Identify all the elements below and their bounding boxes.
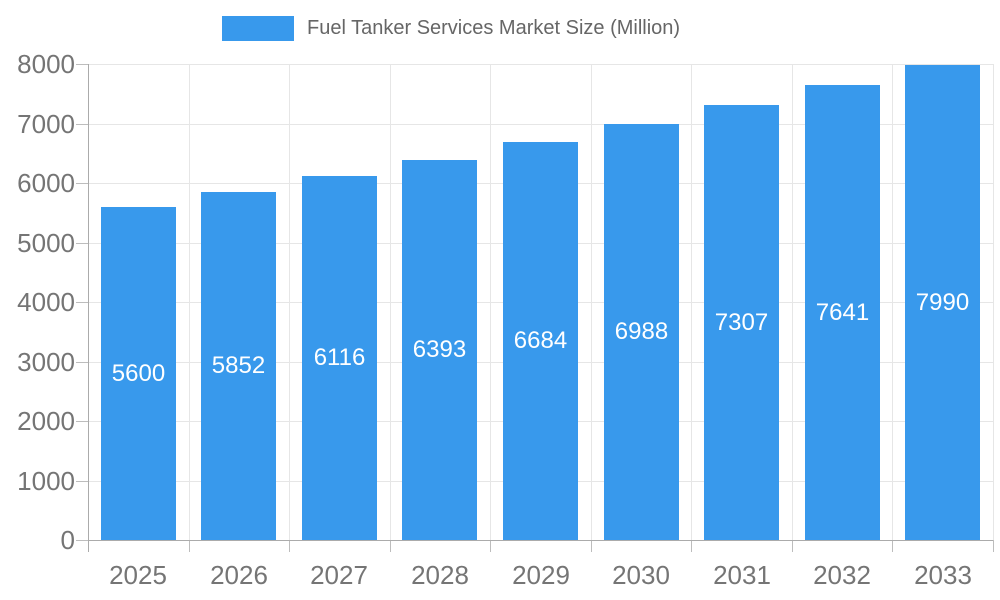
x-tick	[993, 540, 994, 552]
x-gridline	[289, 64, 290, 540]
bar[interactable]: 7990	[905, 65, 980, 540]
bar-value-label: 7641	[815, 298, 870, 326]
x-gridline	[189, 64, 190, 540]
x-gridline	[792, 64, 793, 540]
x-tick-label: 2026	[210, 560, 268, 590]
x-gridline	[591, 64, 592, 540]
y-gridline	[88, 124, 993, 125]
y-tick-label: 8000	[17, 49, 75, 79]
x-gridline	[993, 64, 994, 540]
x-tick-label: 2033	[914, 560, 972, 590]
x-tick-label: 2028	[411, 560, 469, 590]
x-tick	[189, 540, 190, 552]
y-tick	[76, 540, 88, 541]
y-gridline	[88, 64, 993, 65]
y-tick	[76, 302, 88, 303]
bar-value-label: 5600	[111, 359, 166, 387]
y-tick-label: 7000	[17, 109, 75, 139]
y-tick-label: 2000	[17, 406, 75, 436]
x-gridline	[490, 64, 491, 540]
bar[interactable]: 5600	[101, 207, 176, 540]
x-gridline	[691, 64, 692, 540]
y-tick	[76, 183, 88, 184]
x-tick-label: 2031	[713, 560, 771, 590]
bar-value-label: 7990	[915, 288, 970, 316]
x-tick-label: 2030	[612, 560, 670, 590]
bar-value-label: 6116	[313, 344, 366, 371]
legend[interactable]: Fuel Tanker Services Market Size (Millio…	[222, 16, 680, 41]
x-tick	[390, 540, 391, 552]
x-tick	[892, 540, 893, 552]
bar-value-label: 6684	[513, 327, 568, 354]
x-tick-label: 2029	[512, 560, 570, 590]
y-tick	[76, 243, 88, 244]
bar[interactable]: 7641	[805, 85, 880, 540]
y-tick-label: 6000	[17, 168, 75, 198]
bar[interactable]: 6116	[302, 176, 377, 540]
y-tick-label: 5000	[17, 228, 75, 258]
y-tick	[76, 421, 88, 422]
y-tick-label: 4000	[17, 287, 75, 317]
bar-value-label: 6393	[412, 336, 467, 363]
bar[interactable]: 6684	[503, 142, 578, 540]
bar-value-label: 5852	[211, 352, 266, 379]
y-axis-line	[88, 64, 89, 552]
x-gridline	[892, 64, 893, 540]
y-tick	[76, 64, 88, 65]
legend-label: Fuel Tanker Services Market Size (Millio…	[307, 17, 681, 39]
bar[interactable]: 7307	[704, 105, 779, 540]
x-tick	[490, 540, 491, 552]
y-tick-label: 3000	[17, 347, 75, 377]
bar[interactable]: 6988	[604, 124, 679, 540]
bar[interactable]: 5852	[201, 192, 276, 540]
y-tick-label: 1000	[17, 466, 75, 496]
y-tick-label: 0	[60, 525, 75, 555]
x-tick-label: 2027	[310, 560, 368, 590]
legend-swatch	[222, 16, 294, 41]
bar-value-label: 7307	[714, 308, 769, 336]
x-tick	[289, 540, 290, 552]
y-tick	[76, 124, 88, 125]
y-tick	[76, 362, 88, 363]
x-gridline	[390, 64, 391, 540]
x-tick-label: 2025	[109, 560, 167, 590]
x-tick	[691, 540, 692, 552]
bar[interactable]: 6393	[402, 160, 477, 540]
bar-value-label: 6988	[614, 318, 669, 345]
y-tick	[76, 481, 88, 482]
x-axis-line	[88, 540, 993, 541]
x-tick-label: 2032	[813, 560, 871, 590]
x-tick	[792, 540, 793, 552]
x-tick	[591, 540, 592, 552]
